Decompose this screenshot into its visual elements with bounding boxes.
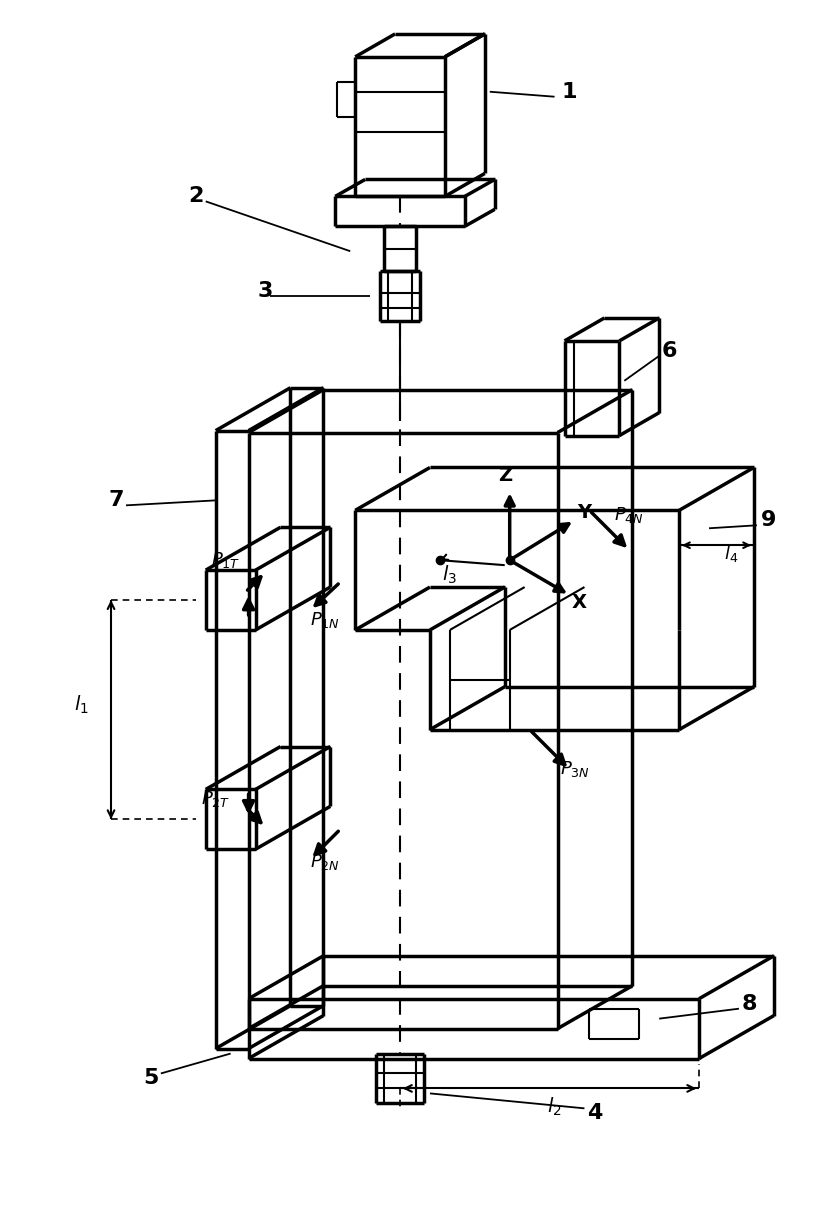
Text: 9: 9 xyxy=(761,510,776,531)
Text: $P_{3N}$: $P_{3N}$ xyxy=(559,759,590,779)
Text: $P_{2T}$: $P_{2T}$ xyxy=(201,789,230,810)
Text: $P_{2N}$: $P_{2N}$ xyxy=(310,852,340,872)
Text: 7: 7 xyxy=(108,490,123,510)
Text: $P_{1T}$: $P_{1T}$ xyxy=(211,550,240,570)
Text: $l_2$: $l_2$ xyxy=(547,1096,562,1118)
Text: 4: 4 xyxy=(586,1103,602,1124)
Text: 3: 3 xyxy=(258,281,273,301)
Text: 2: 2 xyxy=(188,186,203,207)
Text: $l_4$: $l_4$ xyxy=(724,543,738,564)
Text: Y: Y xyxy=(577,503,591,522)
Text: $P_{4N}$: $P_{4N}$ xyxy=(614,505,644,526)
Text: 6: 6 xyxy=(661,341,677,361)
Text: $l_3$: $l_3$ xyxy=(443,564,458,586)
Text: $l_1$: $l_1$ xyxy=(74,693,88,715)
Text: 5: 5 xyxy=(143,1069,159,1088)
Text: X: X xyxy=(572,592,587,612)
Text: $P_{1N}$: $P_{1N}$ xyxy=(310,610,340,630)
Text: 8: 8 xyxy=(741,994,757,1014)
Text: 1: 1 xyxy=(562,82,577,102)
Text: Z: Z xyxy=(497,466,512,486)
